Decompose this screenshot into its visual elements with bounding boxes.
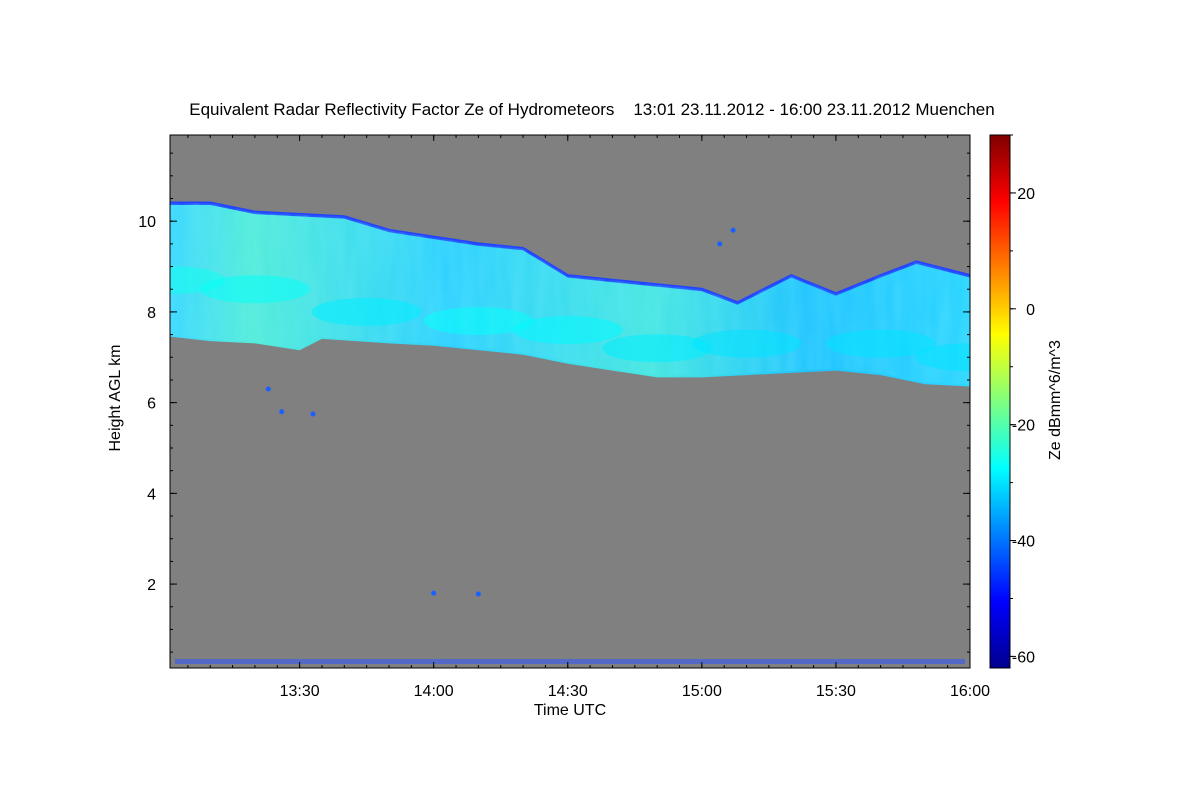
echo-spot (431, 590, 437, 596)
cloud-core (691, 329, 802, 358)
x-axis: 13:30 14:00 14:30 15:00 15:30 16:00 (187, 135, 990, 700)
small-echoes (175, 227, 965, 664)
x-tick-label: 14:30 (548, 683, 588, 700)
echo-spot (310, 411, 316, 417)
echo-spot (717, 241, 723, 247)
cloud-core (825, 329, 936, 358)
y-axis-label: Height AGL km (107, 344, 124, 451)
y-tick-label: 4 (147, 486, 156, 503)
cloud-core (311, 297, 422, 326)
colorbar-label: Ze dBmm^6/m^3 (1047, 340, 1064, 460)
echo-spot (475, 591, 481, 597)
cloud-layer (170, 201, 970, 387)
x-tick-label: 16:00 (950, 683, 990, 700)
cloud-core (602, 334, 713, 363)
x-tick-label: 14:00 (414, 683, 454, 700)
cloud-core (199, 275, 310, 304)
y-tick-label: 2 (147, 577, 156, 594)
y-axis: 2 4 6 8 10 (138, 152, 970, 653)
colorbar-tick-label: 0 (1026, 302, 1035, 319)
y-tick-label: 8 (147, 305, 156, 322)
echo-spot (265, 386, 271, 392)
cloud-core (512, 316, 623, 345)
plot-frame (169, 134, 971, 669)
ground-clutter (175, 659, 965, 664)
colorbar (989, 134, 1011, 669)
colorbar-tick-label: -20 (1012, 418, 1035, 435)
chart-title: Equivalent Radar Reflectivity Factor Ze … (189, 100, 994, 119)
y-tick-label: 10 (138, 214, 156, 231)
echo-spot (730, 227, 736, 233)
x-tick-label: 15:30 (816, 683, 856, 700)
cloud-core (915, 343, 970, 372)
colorbar-tick-label: 20 (1017, 186, 1035, 203)
cloud-core (423, 306, 534, 335)
echo-spot (279, 409, 285, 415)
colorbar-tick-label: -40 (1012, 534, 1035, 551)
y-tick-label: 6 (147, 396, 156, 413)
colorbar-axis: -60 -40 -20 0 20 (1010, 134, 1035, 666)
x-tick-label: 13:30 (280, 683, 320, 700)
colorbar-tick-label: -60 (1012, 649, 1035, 666)
x-axis-label: Time UTC (534, 702, 606, 719)
x-tick-label: 15:00 (682, 683, 722, 700)
